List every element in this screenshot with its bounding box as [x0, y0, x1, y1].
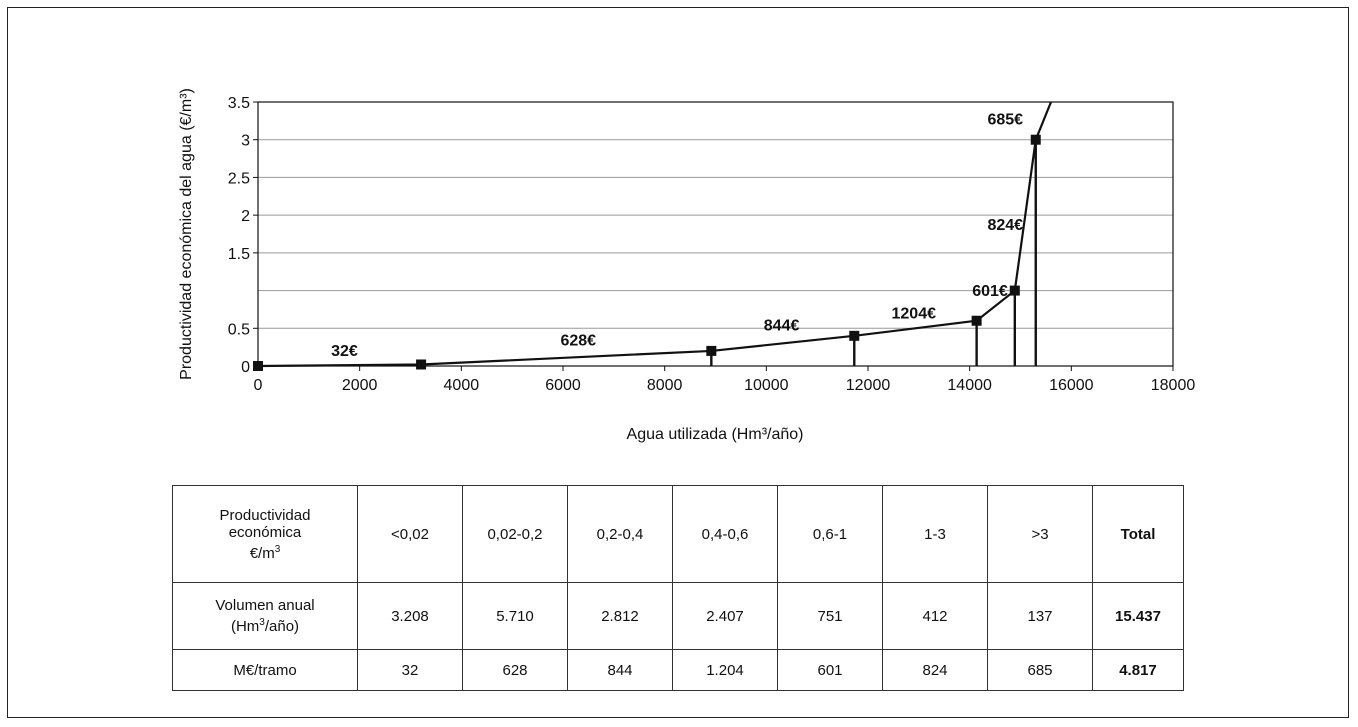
segment-value-label: 32€	[331, 343, 358, 360]
x-tick-label: 10000	[744, 377, 789, 394]
volume-label-sup: 3	[259, 617, 265, 628]
segment-value-label: 844€	[764, 318, 800, 335]
meur-label-cell: M€/tramo	[172, 649, 358, 691]
series-line	[257, 101, 1053, 368]
volume-cell: 3.208	[357, 582, 463, 650]
segment-value-label: 824€	[987, 217, 1023, 234]
volume-cell: 2.407	[672, 582, 778, 650]
y-tick-label: 3.5	[228, 95, 250, 112]
volume-label-line1: Volumen anual	[215, 597, 315, 614]
header-label-line1: Productividad	[219, 506, 311, 524]
volume-label-line2b: /año)	[264, 618, 300, 635]
meur-cell: 601	[777, 649, 883, 691]
segment-value-label: 685€	[987, 112, 1023, 129]
x-tick-label: 12000	[846, 377, 891, 394]
data-point-marker	[706, 345, 717, 356]
meur-cell: 1.204	[672, 649, 778, 691]
volume-cell: 751	[777, 582, 883, 650]
annotations: 32€ 628€ 844€ 1204€ 601€ 824€ 685€	[331, 112, 1023, 361]
range-cell: 0,4-0,6	[672, 485, 778, 583]
chart: 0 0.5 1.5 2 2.5 3 3.5 0 2000 4000 6000 8000 10000 12…	[178, 88, 1196, 443]
meur-cell: 685	[987, 649, 1093, 691]
x-tick-label: 6000	[545, 377, 581, 394]
table-row: Productividad económica €/m3 <0,02 0,02-…	[172, 485, 1184, 583]
segment-value-label: 628€	[560, 333, 596, 350]
volume-label-cell: Volumen anual (Hm3/año)	[172, 582, 358, 650]
volume-cell: 2.812	[567, 582, 673, 650]
data-point-marker	[971, 315, 982, 326]
volume-label-line2a: (Hm	[230, 618, 260, 635]
data-point-marker	[416, 359, 427, 370]
range-cell: 0,02-0,2	[462, 485, 568, 583]
header-label-line2: económica	[228, 523, 302, 541]
x-tick-labels: 0 2000 4000 6000 8000 10000 12000 14000 16000 180…	[254, 366, 1196, 394]
y-tick-label: 1.5	[228, 246, 250, 263]
drop-lines	[710, 139, 1037, 366]
y-tick-label: 2.5	[228, 170, 250, 187]
x-tick-label: 18000	[1151, 377, 1196, 394]
range-cell: 0,2-0,4	[567, 485, 673, 583]
data-point-marker	[1030, 134, 1041, 145]
meur-cell: 824	[882, 649, 988, 691]
meur-cell: 32	[357, 649, 463, 691]
meur-cell: 628	[462, 649, 568, 691]
volume-cell: 137	[987, 582, 1093, 650]
x-tick-label: 16000	[1049, 377, 1094, 394]
series-polyline	[257, 101, 1053, 368]
volume-total-cell: 15.437	[1092, 582, 1184, 650]
y-tick-label: 3	[241, 133, 250, 150]
segment-value-label: 1204€	[892, 305, 937, 322]
figure-frame	[7, 7, 1349, 718]
y-tick-label: 0	[241, 359, 250, 376]
data-point-marker	[849, 330, 860, 341]
y-tick-labels: 0 0.5 1.5 2 2.5 3 3.5	[228, 95, 258, 376]
data-point-marker	[1009, 285, 1020, 296]
volume-cell: 5.710	[462, 582, 568, 650]
meur-cell: 844	[567, 649, 673, 691]
range-cell: >3	[987, 485, 1093, 583]
x-tick-label: 4000	[444, 377, 480, 394]
table-row: M€/tramo 32 628 844 1.204 601 824 685 4.…	[172, 649, 1184, 691]
x-axis-label: Agua utilizada (Hm³/año)	[627, 426, 804, 443]
range-cell: 0,6-1	[777, 485, 883, 583]
header-label-line3: €/m	[249, 544, 275, 562]
plot-area	[257, 101, 1174, 367]
x-tick-label: 14000	[947, 377, 992, 394]
meur-total-cell: 4.817	[1092, 649, 1184, 691]
header-label-cell: Productividad económica €/m3	[172, 485, 358, 583]
table-row: Volumen anual (Hm3/año) 3.208 5.710 2.81…	[172, 582, 1184, 650]
x-tick-label: 2000	[342, 377, 378, 394]
total-header-cell: Total	[1092, 485, 1184, 583]
volume-cell: 412	[882, 582, 988, 650]
y-tick-label: 0.5	[228, 321, 250, 338]
x-tick-label: 8000	[647, 377, 683, 394]
x-tick-label: 0	[254, 377, 263, 394]
y-tick-label: 2	[241, 208, 250, 225]
range-cell: 1-3	[882, 485, 988, 583]
range-cell: <0,02	[357, 485, 463, 583]
segment-value-label: 601€	[972, 283, 1008, 300]
productivity-table: Productividad económica €/m3 <0,02 0,02-…	[172, 485, 1184, 691]
y-axis-label: Productividad económica del agua (€/m³)	[178, 88, 195, 380]
header-label-sup: 3	[274, 543, 281, 555]
